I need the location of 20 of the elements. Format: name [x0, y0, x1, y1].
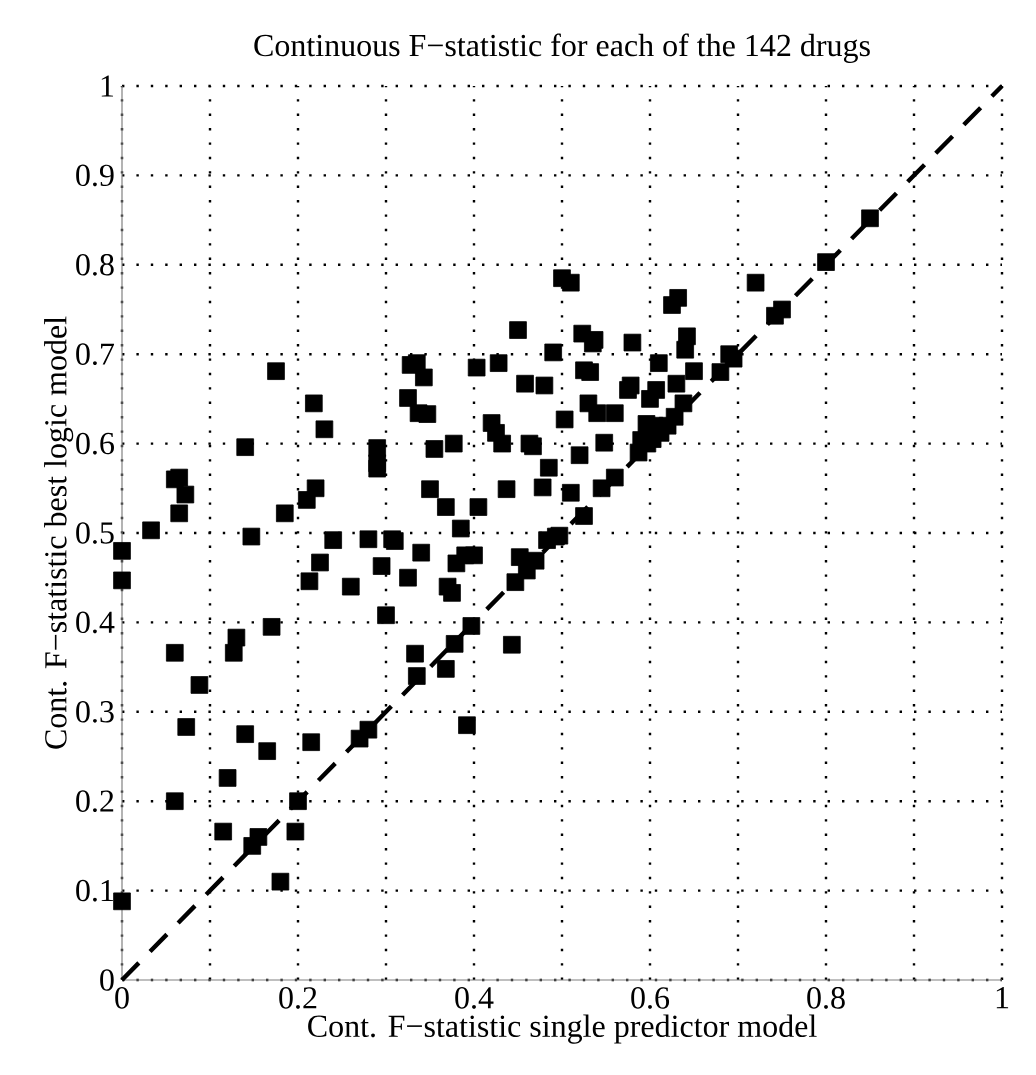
y-tick-label: 0.3 [76, 700, 114, 723]
y-tick-label: 0.7 [76, 343, 115, 366]
y-tick-label: 0.6 [76, 432, 114, 455]
y-tick-label: 0 [100, 969, 114, 991]
y-tick-label: 0.4 [76, 611, 115, 634]
y-tick-label: 0.1 [76, 879, 114, 902]
y-tick-label: 0.9 [76, 164, 114, 187]
y-tick-label: 0.5 [76, 522, 114, 544]
x-tick-label: 0.6 [631, 987, 670, 1009]
y-tick-label: 1 [101, 75, 114, 97]
y-tick-label: 0.8 [76, 253, 114, 276]
y-axis-title: Cont. F−statistic best logic model [44, 316, 74, 749]
y-tick-label: 0.2 [76, 790, 114, 813]
x-tick-label: 0.8 [807, 987, 845, 1009]
x-tick-label: 0 [115, 987, 129, 1009]
x-axis-title: Cont. F−statistic single predictor model [308, 1014, 817, 1044]
x-tick-label: 1 [996, 987, 1009, 1009]
x-tick-label: 0.4 [455, 987, 494, 1009]
chart-title: Continuous F−statistic for each of the 142 drugs [254, 33, 870, 63]
x-tick-label: 0.2 [279, 987, 317, 1009]
